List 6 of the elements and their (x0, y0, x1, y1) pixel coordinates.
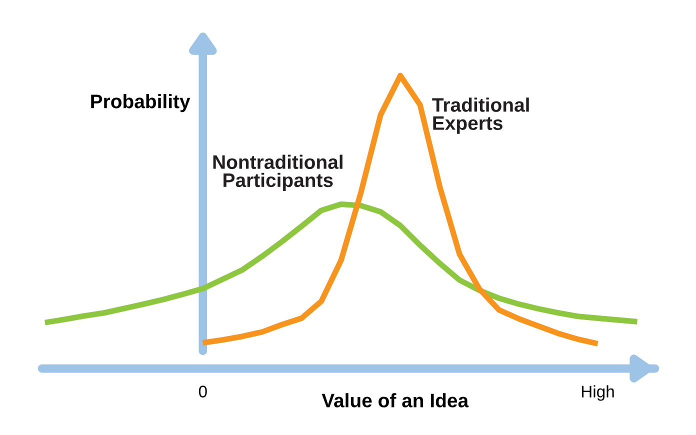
x-tick-label: High (582, 385, 614, 401)
y-axis-title: Probability (91, 94, 190, 112)
x-tick-label: 0 (198, 386, 207, 398)
series-label: Nontraditional Participants (213, 154, 342, 191)
x-axis-title: Value of an Idea (322, 393, 469, 408)
series-label: Traditional Experts (432, 98, 529, 134)
